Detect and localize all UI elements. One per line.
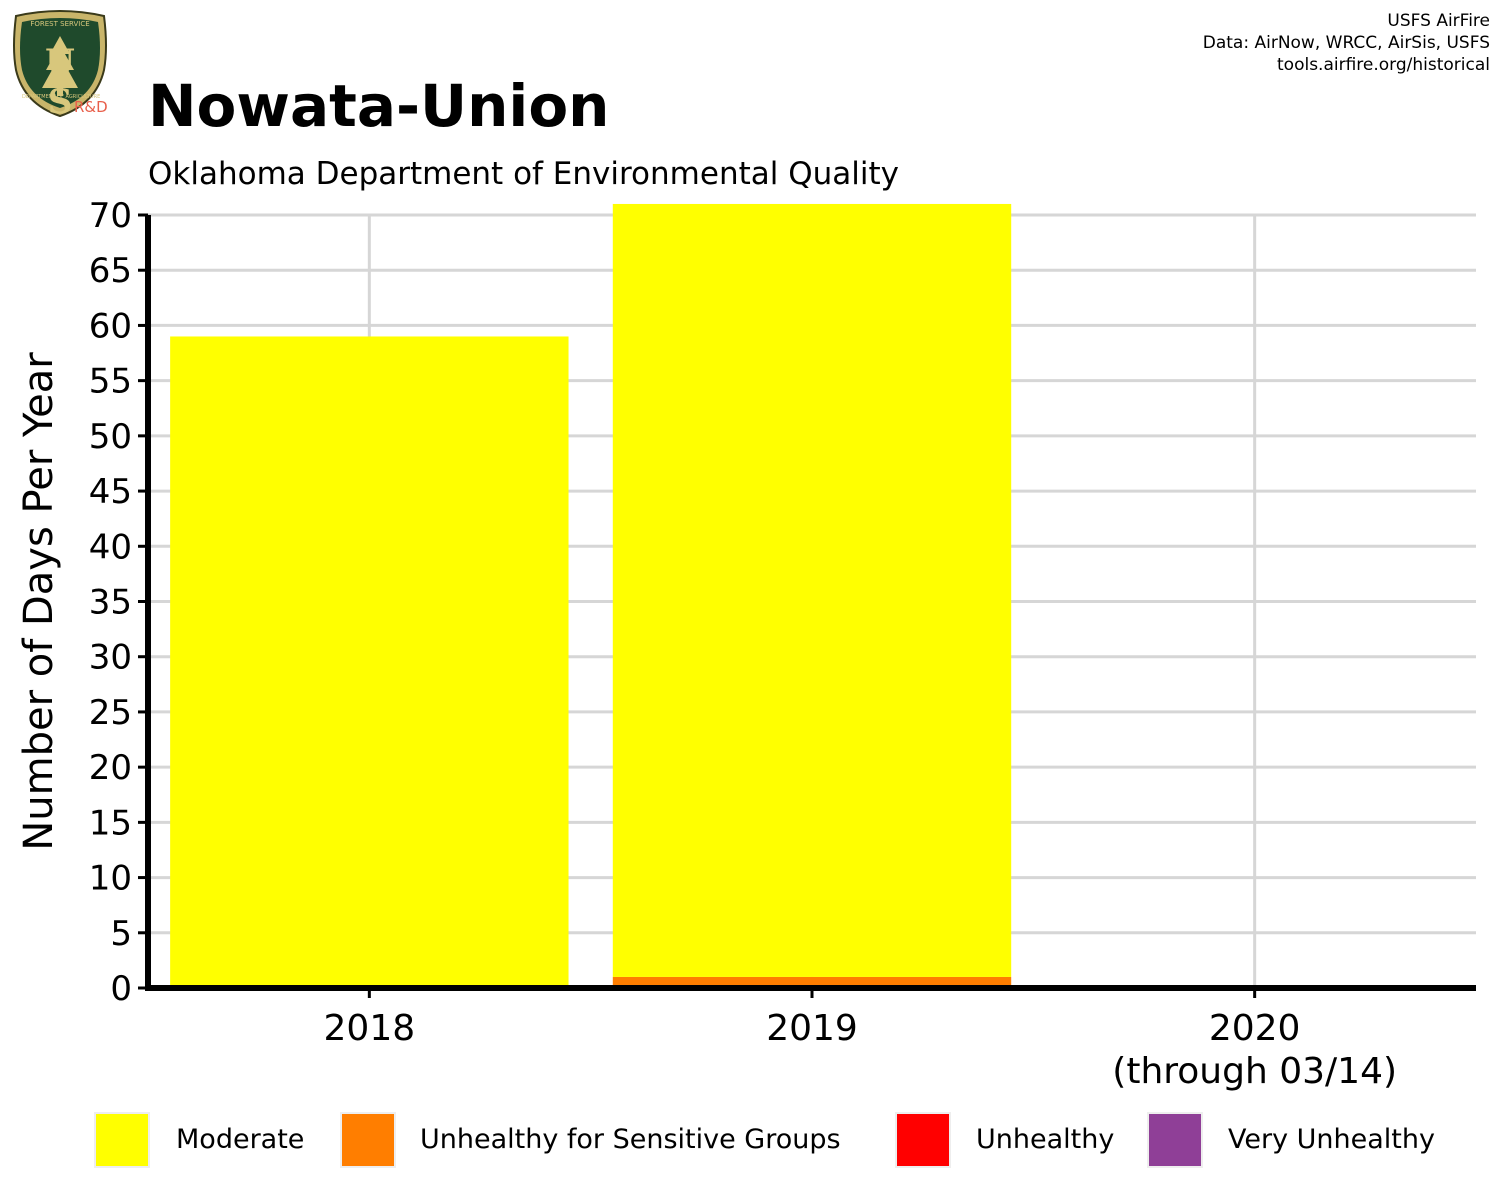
y-tick-label: 10 — [89, 859, 132, 899]
legend-swatch — [1147, 1112, 1203, 1168]
legend-swatch — [94, 1112, 150, 1168]
y-tick-label: 30 — [89, 638, 132, 678]
y-tick-label: 65 — [89, 251, 132, 291]
legend-label: Very Unhealthy — [1228, 1124, 1435, 1155]
credit-line: tools.airfire.org/historical — [1277, 55, 1490, 75]
y-axis-title: Number of Days Per Year — [16, 352, 62, 851]
credits-block: USFS AirFire Data: AirNow, WRCC, AirSis,… — [1203, 10, 1490, 76]
y-tick-label: 20 — [89, 748, 132, 788]
y-tick-label: 5 — [110, 914, 132, 954]
legend-label: Moderate — [176, 1124, 305, 1155]
bar-segment — [612, 976, 1012, 988]
y-tick-label: 35 — [89, 583, 132, 623]
usfs-shield-icon: U S FOREST SERVICE DEPARTMENT OF AGRICUL… — [8, 8, 112, 122]
y-tick-label: 50 — [89, 417, 132, 457]
x-tick-label: 2018 — [324, 1008, 416, 1049]
logo-rd-badge: R&D — [74, 98, 108, 116]
bar-segment — [170, 336, 569, 988]
legend-label: Unhealthy for Sensitive Groups — [420, 1124, 841, 1155]
legend: Moderate Unhealthy for Sensitive Groups Un… — [0, 1110, 1500, 1170]
legend-swatch — [340, 1112, 396, 1168]
legend-label: Unhealthy — [976, 1124, 1115, 1155]
y-tick-label: 55 — [89, 362, 132, 402]
y-tick-label: 15 — [89, 803, 132, 843]
y-tick-label: 0 — [110, 969, 132, 1009]
chart-subtitle: Oklahoma Department of Environmental Qua… — [148, 156, 899, 192]
credit-line: USFS AirFire — [1387, 11, 1490, 31]
legend-swatch — [895, 1112, 951, 1168]
y-tick-label: 70 — [89, 196, 132, 236]
bars — [170, 203, 1012, 988]
x-tick-label: 2019 — [766, 1008, 858, 1049]
axes — [138, 213, 1476, 998]
chart-title: Nowata-Union — [148, 72, 610, 140]
y-tick-label: 40 — [89, 527, 132, 567]
logo-bottom-text: DEPARTMENT OF AGRICULTURE — [22, 94, 101, 100]
logo-top-text: FOREST SERVICE — [30, 20, 90, 28]
logo-letters: U S — [45, 42, 75, 122]
y-tick-label: 45 — [89, 472, 132, 512]
x-tick-sublabel: (through 03/14) — [1112, 1051, 1397, 1092]
bar-segment — [612, 203, 1012, 977]
y-tick-label: 60 — [89, 306, 132, 346]
y-tick-label: 25 — [89, 693, 132, 733]
axis-labels: 0 5 10 15 20 25 30 35 40 45 50 55 60 65 70 2018 2019 2020… — [16, 196, 1397, 1092]
x-tick-label: 2020 — [1209, 1008, 1301, 1049]
credit-line: Data: AirNow, WRCC, AirSis, USFS — [1202, 33, 1490, 53]
